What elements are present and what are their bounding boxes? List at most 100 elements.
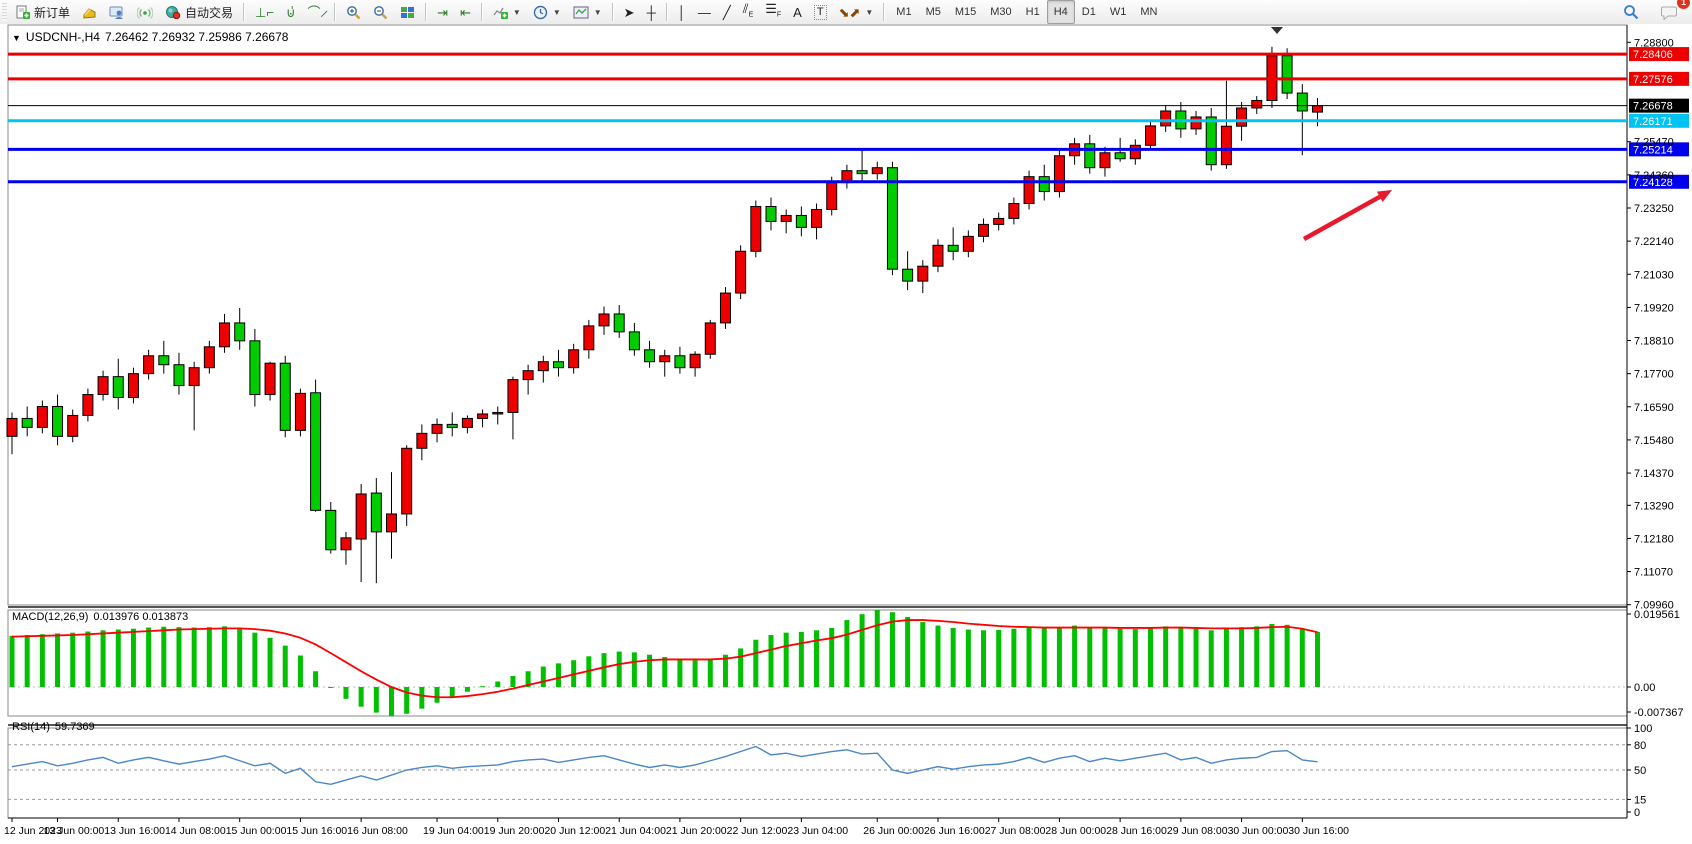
timeframe-button-d1[interactable]: D1	[1081, 6, 1096, 18]
macd-histogram-bar	[297, 655, 303, 687]
macd-histogram-bar	[965, 629, 971, 687]
macd-histogram-bar	[859, 614, 865, 687]
candle-body	[477, 413, 489, 419]
toolbar-right-group: 1	[1617, 0, 1690, 24]
macd-histogram-bar	[1223, 628, 1229, 687]
new-order-button[interactable]: 新订单	[9, 0, 76, 24]
collapse-triangle-icon[interactable]: ▼	[12, 33, 21, 43]
chat-bubble-icon	[1661, 6, 1677, 20]
candle-body	[962, 235, 974, 252]
macd-histogram-bar	[768, 635, 774, 687]
candle-body	[294, 392, 306, 431]
macd-histogram-bar	[707, 658, 713, 687]
macd-histogram-bar	[1026, 627, 1032, 687]
macd-histogram-bar	[161, 626, 167, 687]
candle-body	[917, 265, 929, 282]
chart-canvas[interactable]: 7.28406 7.27576 7.26678 7.26171 7.25214 7.241…	[0, 24, 1692, 844]
candle-body	[993, 217, 1005, 225]
bar-chart-button[interactable]: ⊥⌐	[249, 0, 280, 24]
chart-shift-button[interactable]: ⇤	[454, 0, 477, 24]
search-button[interactable]	[1617, 0, 1645, 24]
timeframe-button-h4[interactable]: H4	[1046, 0, 1075, 24]
vertical-line-tool-button[interactable]: │	[672, 0, 692, 24]
market-button[interactable]	[76, 0, 103, 24]
crosshair-tool-button[interactable]: ┼	[641, 0, 662, 24]
chart-ohlc-values: 7.26462 7.26932 7.25986 7.26678	[104, 30, 289, 44]
timeframe-button-m5[interactable]: M5	[925, 6, 941, 18]
dropdown-arrow-icon: ▼	[552, 7, 561, 17]
notifications-button[interactable]: 1	[1655, 0, 1690, 24]
zoom-out-button[interactable]	[367, 0, 394, 24]
autotrade-label: 自动交易	[185, 5, 234, 20]
timeframe-button-m30[interactable]: M30	[990, 6, 1012, 18]
candle-body	[370, 492, 382, 533]
timeframe-button-mn[interactable]: MN	[1140, 6, 1158, 18]
trendline-tool-button[interactable]: ╱	[717, 0, 737, 24]
trend-arrow-head[interactable]	[1376, 190, 1392, 203]
candle-body	[127, 373, 139, 399]
candle-body	[613, 313, 625, 333]
candle-body	[871, 167, 883, 175]
new-order-label: 新订单	[34, 5, 71, 20]
macd-histogram-bar	[981, 630, 987, 687]
candle-body	[674, 355, 686, 369]
channel-tool-button[interactable]: ⫽E	[737, 0, 759, 24]
macd-axis-label: 0.019561	[1634, 609, 1680, 621]
candle-body	[1190, 116, 1202, 130]
macd-histogram-bar	[267, 637, 273, 687]
date-label: 21 Jun 04:00	[605, 825, 666, 837]
arrows-tool-icon: ⬊⬈	[838, 4, 861, 20]
candle-body	[1205, 116, 1217, 166]
candle-body	[21, 417, 33, 428]
text-tool-button[interactable]: A	[787, 0, 808, 24]
candle-body	[1008, 203, 1020, 219]
rsi-axis-label: 15	[1634, 794, 1646, 806]
candle-body	[1129, 144, 1141, 160]
candle-body	[947, 244, 959, 252]
candle-body	[67, 414, 79, 437]
cursor-tool-button[interactable]: ➤	[618, 0, 641, 24]
market-icon	[83, 7, 96, 19]
candle-body	[507, 379, 519, 413]
price-badge	[1629, 71, 1689, 86]
chart-symbol-period: USDCNH-,H4	[25, 30, 100, 44]
macd-histogram-bar	[85, 631, 91, 687]
chart-shift-marker-icon[interactable]	[1271, 27, 1283, 34]
timeframe-button-h1[interactable]: H1	[1025, 6, 1040, 18]
macd-histogram-bar	[1178, 627, 1184, 687]
date-label: 30 Jun 00:00	[1228, 825, 1289, 837]
autotrade-button[interactable]: 自动交易	[159, 0, 239, 24]
timeframe-button-m1[interactable]: M1	[896, 6, 912, 18]
auto-scroll-button[interactable]: ⇥	[431, 0, 454, 24]
timeframe-button-m15[interactable]: M15	[954, 6, 977, 18]
candlestick-chart-button[interactable]: ⊍̍	[280, 0, 302, 24]
line-chart-button[interactable]: ⌒ ̷	[301, 0, 330, 24]
rsi-line	[11, 745, 1318, 785]
candle-body	[97, 376, 109, 396]
rsi-name: RSI(14)	[12, 721, 50, 733]
arrows-tool-button[interactable]: ⬊⬈ ▼	[833, 0, 880, 24]
tile-windows-icon	[401, 6, 415, 18]
candle-body	[340, 537, 352, 551]
macd-histogram-bar	[130, 628, 136, 687]
label-tool-button[interactable]: T	[808, 0, 833, 24]
trend-arrow-annotation[interactable]	[1302, 194, 1381, 241]
toolbar-grip[interactable]	[2, 3, 7, 21]
periods-button[interactable]: ▼	[527, 0, 567, 24]
fibonacci-tool-button[interactable]: ☰F	[759, 0, 787, 24]
tile-windows-button[interactable]	[394, 0, 421, 24]
timeframe-button-w1[interactable]: W1	[1109, 6, 1127, 18]
candle-body	[826, 182, 838, 210]
zoom-in-button[interactable]	[340, 0, 367, 24]
macd-histogram-bar	[1208, 630, 1214, 687]
macd-histogram-bar	[222, 626, 228, 687]
templates-button[interactable]: ▼	[567, 0, 608, 24]
macd-histogram-bar	[1117, 628, 1123, 687]
signals-button[interactable]	[131, 0, 159, 24]
macd-histogram-bar	[373, 687, 379, 713]
community-button[interactable]	[103, 0, 131, 24]
chart-window[interactable]: 7.28406 7.27576 7.26678 7.26171 7.25214 7.241…	[0, 24, 1692, 844]
horizontal-line-tool-button[interactable]: —	[692, 0, 717, 24]
indicators-button[interactable]: ▼	[487, 0, 527, 24]
